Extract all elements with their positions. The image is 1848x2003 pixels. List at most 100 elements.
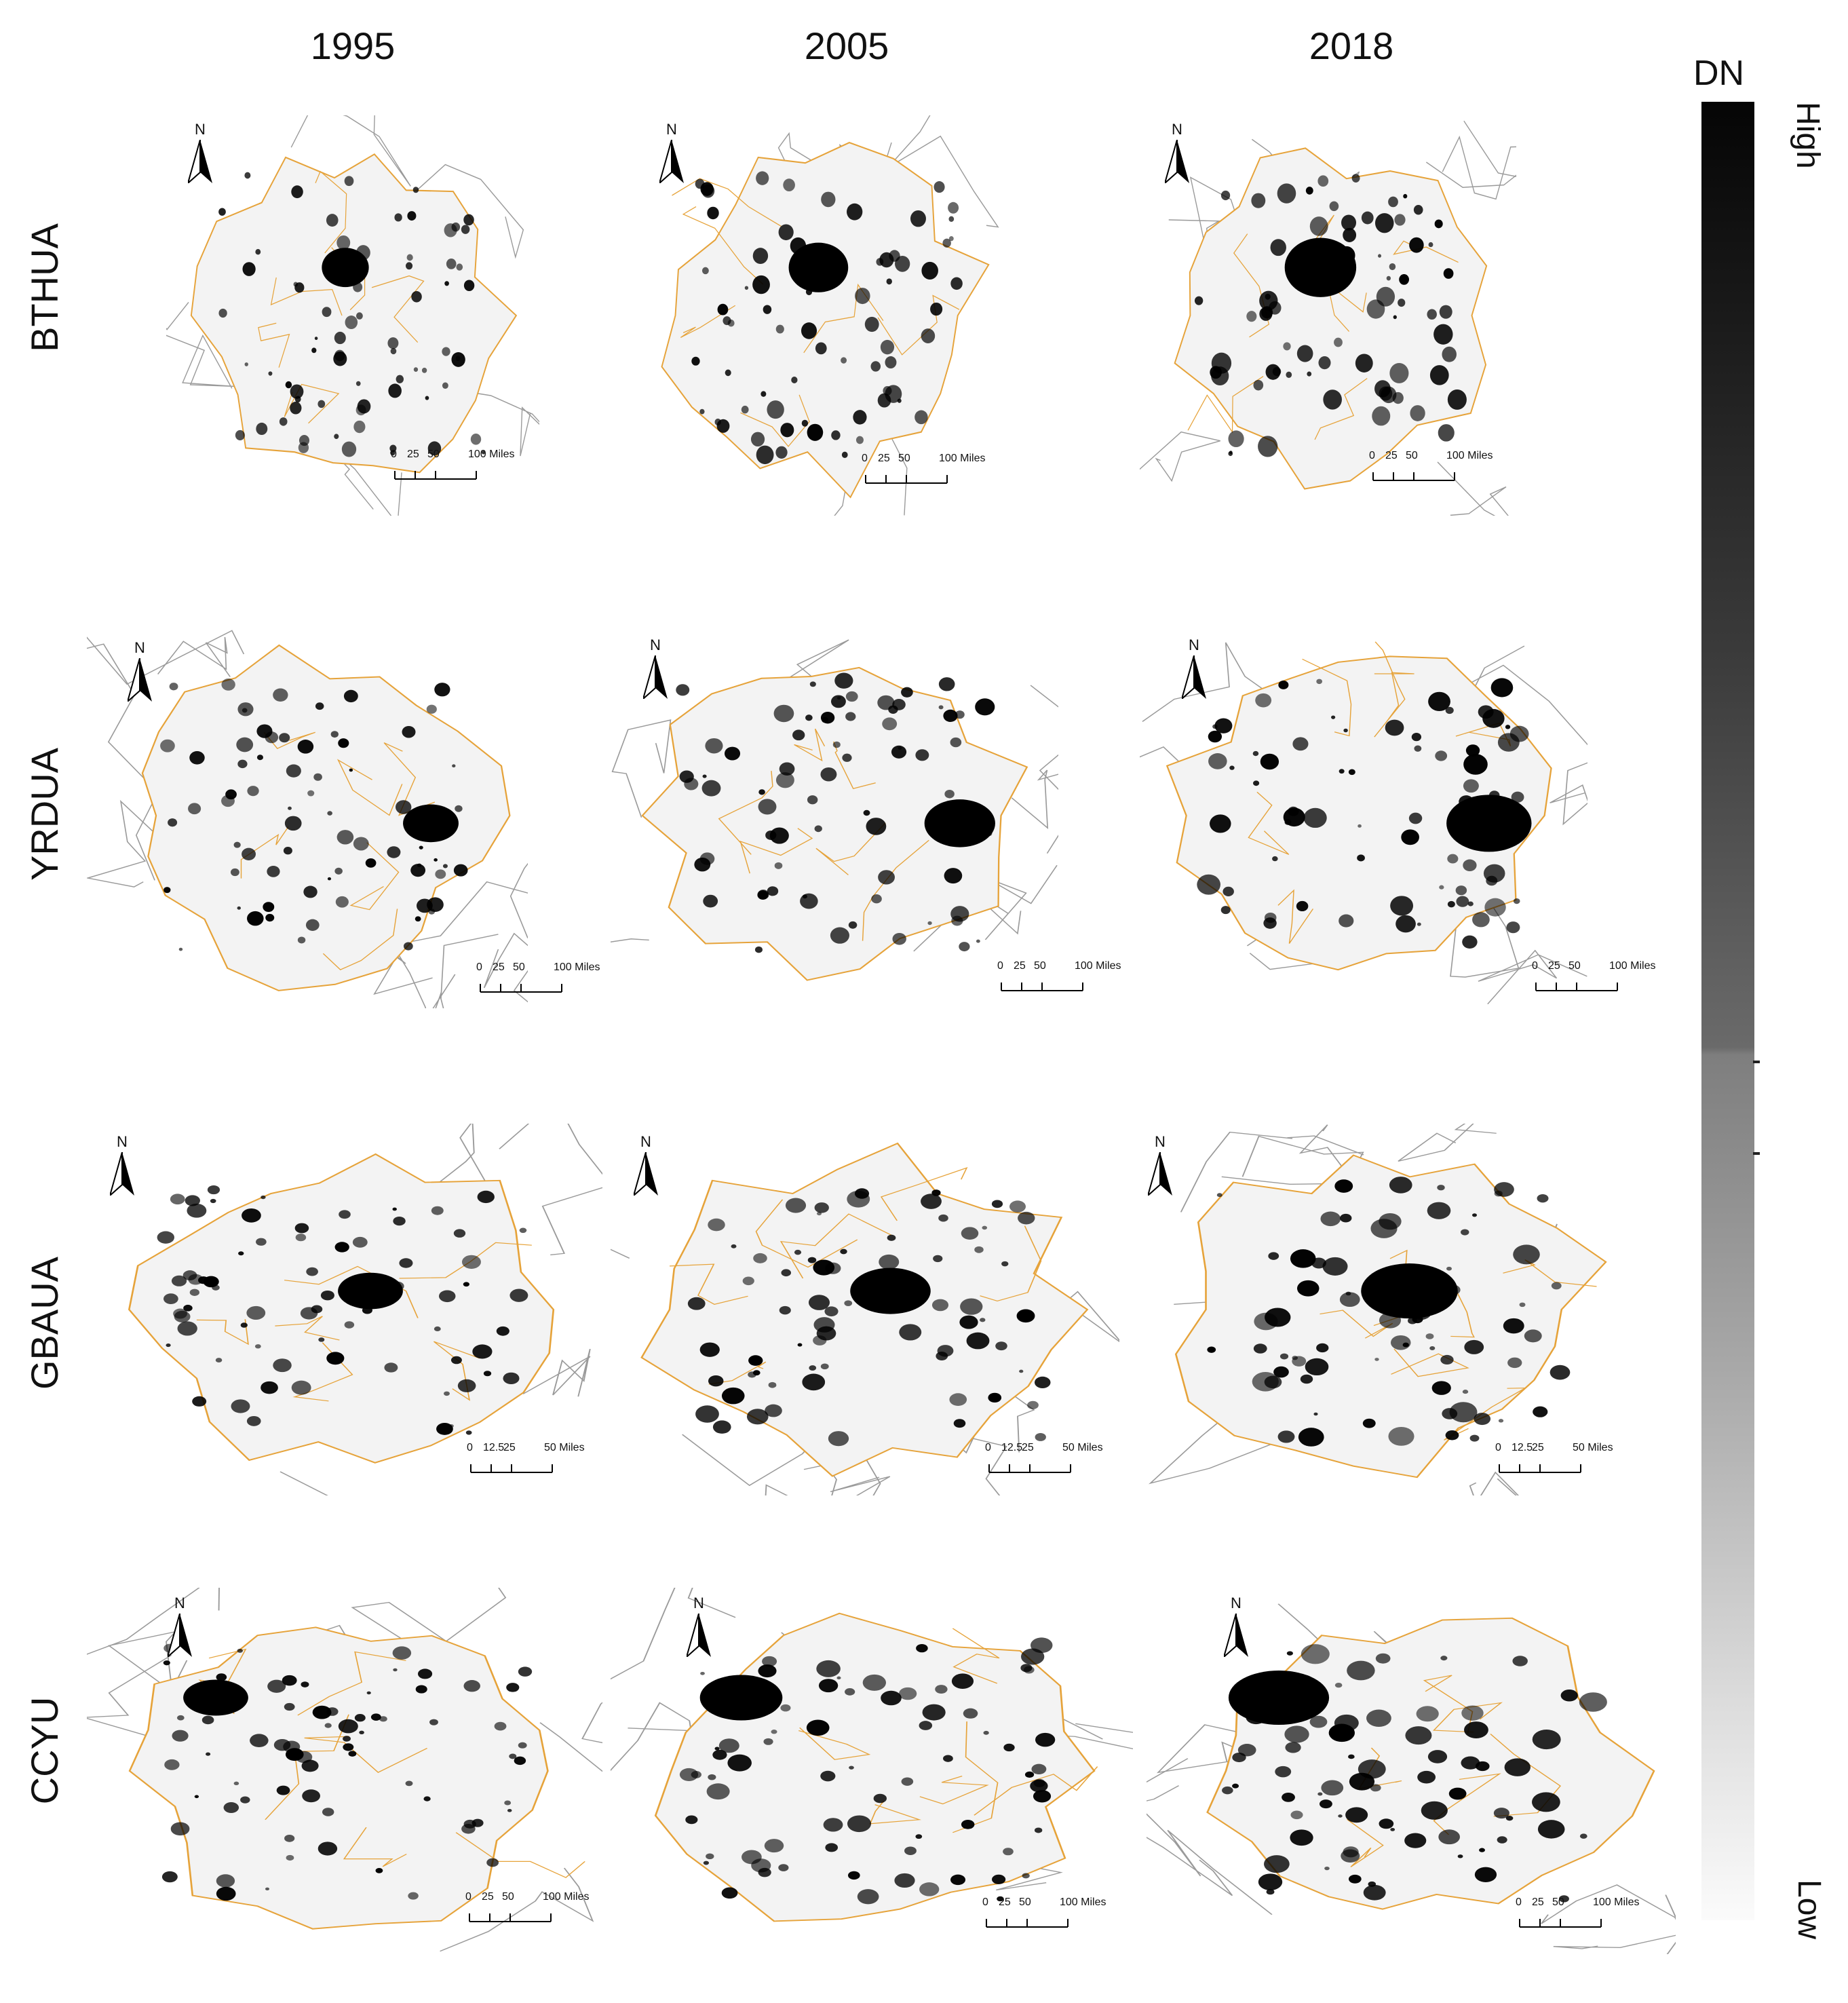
light-cluster — [425, 396, 429, 400]
city-boundary — [1347, 1818, 1384, 1867]
night-light-map-yrdua-2018 — [1140, 623, 1587, 1008]
light-cluster — [775, 446, 788, 459]
light-cluster — [434, 1326, 441, 1332]
light-cluster — [741, 405, 749, 414]
night-light-map-gbaua-2018 — [1130, 1124, 1638, 1495]
light-cluster — [298, 442, 309, 453]
light-cluster — [406, 254, 413, 261]
light-cluster — [1549, 1365, 1571, 1380]
light-cluster — [1270, 239, 1286, 256]
scale-bar: 0 25 50 100 Miles — [465, 1892, 602, 1939]
light-cluster — [215, 1358, 223, 1362]
light-cluster — [339, 1210, 351, 1219]
light-cluster — [768, 1381, 777, 1388]
light-cluster — [164, 1759, 180, 1770]
light-cluster — [1034, 1827, 1043, 1833]
light-cluster — [188, 803, 201, 815]
north-arrow-icon: N — [180, 122, 220, 190]
light-cluster — [431, 807, 443, 817]
light-cluster — [775, 324, 784, 334]
light-cluster — [1464, 1339, 1484, 1354]
light-cluster — [481, 451, 486, 455]
county-boundary — [1553, 1934, 1676, 1954]
light-cluster — [1445, 1430, 1459, 1441]
light-cluster — [1442, 1408, 1458, 1419]
city-boundary — [1490, 1734, 1562, 1817]
scale-bar-label: 12.5 — [483, 1442, 505, 1453]
light-cluster — [178, 947, 183, 951]
light-cluster — [1001, 1261, 1009, 1267]
light-cluster — [1469, 1434, 1480, 1442]
city-boundary — [680, 305, 736, 339]
light-cluster — [950, 277, 963, 290]
light-cluster — [170, 1822, 190, 1836]
core-city-light — [1228, 1671, 1330, 1725]
light-cluster — [166, 1343, 171, 1348]
scale-bar-label: 0 — [862, 453, 868, 464]
county-boundary — [87, 1588, 220, 1655]
scale-bar: 0 12.5 25 50 Miles — [1495, 1442, 1632, 1490]
light-cluster — [1533, 1406, 1548, 1417]
light-cluster — [163, 1293, 178, 1304]
scale-bar-label: 0 — [1516, 1896, 1522, 1908]
city-boundary — [315, 170, 347, 254]
city-boundary — [1233, 233, 1270, 338]
light-cluster — [1445, 706, 1454, 714]
light-cluster — [1447, 854, 1459, 864]
light-cluster — [820, 1363, 829, 1370]
light-cluster — [691, 356, 700, 366]
light-cluster — [779, 762, 795, 776]
light-cluster — [1476, 1761, 1490, 1772]
legend-tick — [1753, 1152, 1760, 1155]
light-cluster — [451, 222, 461, 232]
scale-bar-label: 50 — [513, 961, 525, 973]
light-cluster — [463, 280, 475, 292]
light-cluster — [899, 1324, 922, 1341]
light-cluster — [818, 1679, 839, 1693]
light-cluster — [1290, 1249, 1316, 1268]
light-cluster — [1505, 1815, 1514, 1821]
light-cluster — [334, 1242, 349, 1253]
light-cluster — [1493, 1808, 1509, 1819]
light-cluster — [781, 1269, 792, 1277]
urban-agglomeration-boundary — [190, 153, 518, 474]
core-city-light — [403, 804, 459, 843]
light-cluster — [754, 946, 763, 953]
light-cluster — [506, 1683, 520, 1692]
light-cluster — [842, 753, 852, 762]
light-cluster — [1337, 246, 1355, 265]
county-boundary — [522, 1348, 591, 1397]
light-cluster — [1374, 1358, 1379, 1361]
light-cluster — [412, 187, 419, 193]
light-cluster — [862, 1674, 887, 1691]
light-cluster — [975, 698, 995, 716]
light-cluster — [306, 1267, 318, 1276]
light-cluster — [247, 911, 264, 926]
light-cluster — [707, 206, 719, 220]
light-cluster — [1417, 922, 1421, 926]
light-cluster — [1498, 1419, 1504, 1423]
light-cluster — [779, 1305, 791, 1315]
light-cluster — [411, 290, 422, 303]
light-cluster — [1211, 366, 1229, 386]
light-cluster — [290, 402, 302, 415]
light-cluster — [344, 176, 354, 187]
scale-bar-label: 0 — [1495, 1442, 1501, 1453]
light-cluster — [885, 356, 897, 369]
light-cluster — [1296, 900, 1309, 912]
light-cluster — [966, 827, 974, 834]
scale-bar: 0 25 50 100 Miles — [1532, 960, 1669, 1008]
light-cluster — [750, 432, 765, 447]
light-cluster — [727, 1754, 752, 1772]
light-cluster — [1339, 769, 1345, 774]
light-cluster — [1405, 1726, 1432, 1745]
light-cluster — [802, 1373, 826, 1391]
scale-bar-label: 0 — [1532, 960, 1538, 972]
scale-bar-label: 25 — [1548, 960, 1560, 972]
light-cluster — [263, 902, 275, 912]
light-cluster — [1272, 366, 1282, 377]
light-cluster — [183, 1304, 193, 1312]
light-cluster — [959, 942, 970, 952]
light-cluster — [402, 725, 416, 738]
light-cluster — [396, 800, 412, 814]
